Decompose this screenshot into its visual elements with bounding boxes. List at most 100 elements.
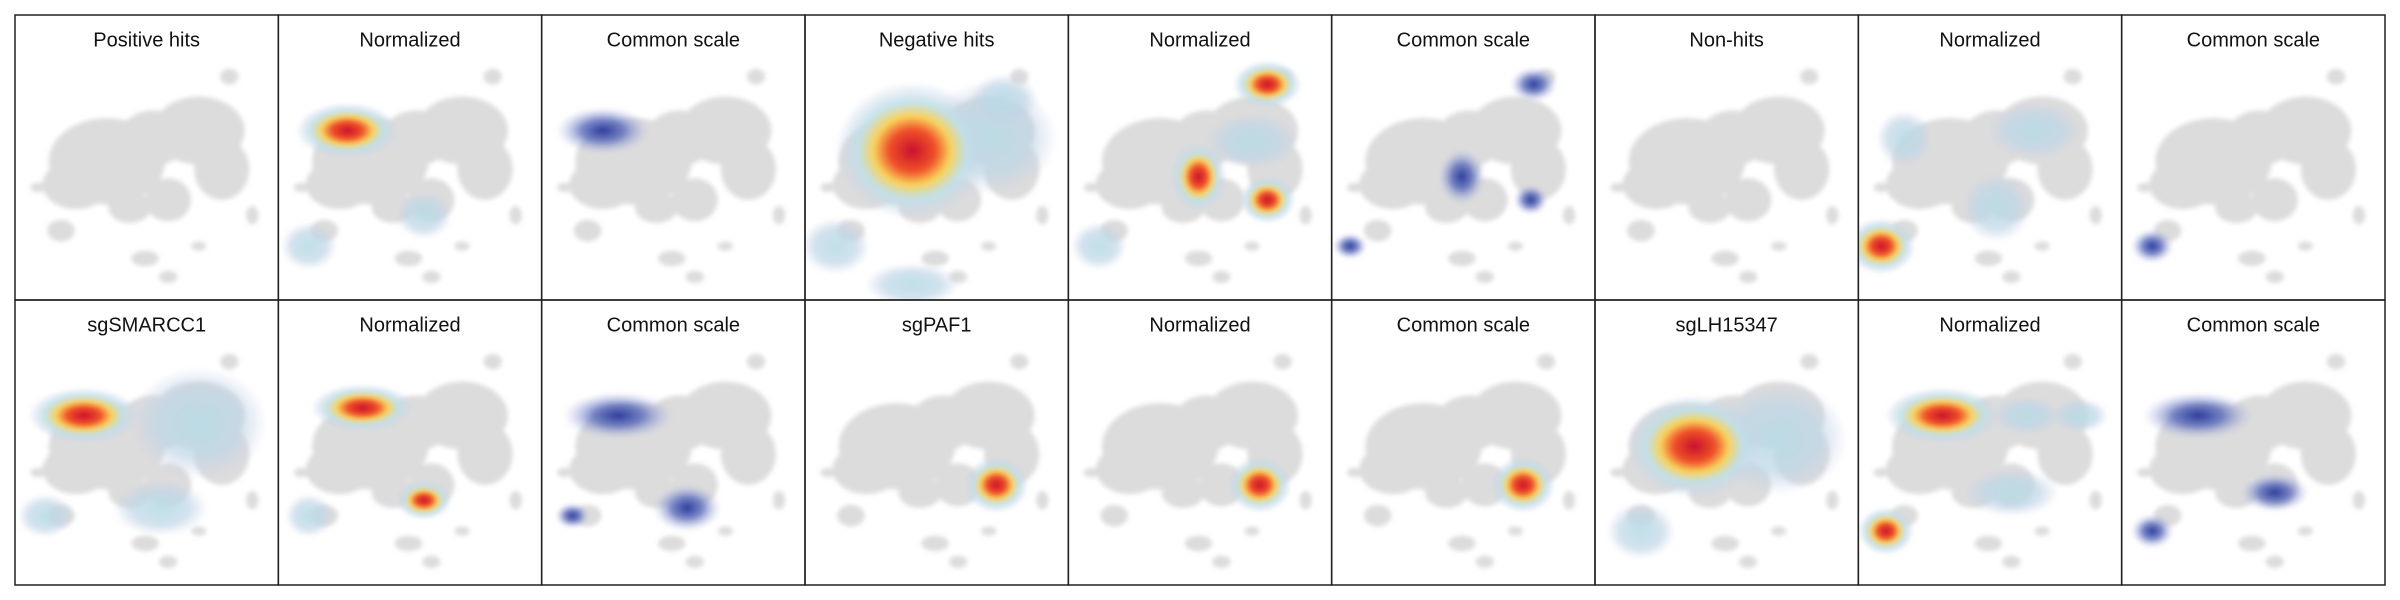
panel-title: Common scale [1397, 314, 1530, 336]
panel-border [2120, 299, 2386, 586]
density-spot [562, 391, 674, 440]
density-plot [2130, 69, 2365, 283]
panel-title: sgPAF1 [902, 314, 972, 336]
panel: sgPAF1 [804, 299, 1070, 586]
panel: sgLH15347 [1594, 299, 1860, 586]
panel-title: Normalized [1939, 29, 2040, 51]
density-spot [1204, 113, 1300, 170]
density-spot [1876, 110, 1933, 167]
embedding [805, 69, 1058, 300]
panel-title: Common scale [1397, 29, 1530, 51]
density-spot [1170, 142, 1227, 212]
density-spot [1987, 102, 2082, 159]
density-plot [1332, 67, 1575, 283]
density-spot [281, 222, 337, 270]
density-spot [17, 494, 74, 538]
density-spot [1992, 396, 2062, 435]
density-plot [1606, 354, 1848, 568]
embedding [1610, 69, 1838, 283]
umap-shape [294, 354, 522, 568]
density-spot [295, 102, 399, 159]
panel-title: Common scale [2187, 29, 2320, 51]
panel: Common scale [1330, 14, 1596, 301]
density-plot [1858, 69, 2102, 283]
embedding [1347, 354, 1575, 568]
density-plot [281, 69, 522, 283]
embedding [1084, 354, 1312, 568]
density-spot [1490, 456, 1556, 513]
density-spot [835, 81, 990, 220]
density-plot [820, 354, 1048, 568]
embedding [17, 354, 268, 568]
umap-shape [1610, 69, 1838, 283]
umap-shape [1347, 354, 1575, 568]
panel: Normalized [1067, 14, 1333, 301]
density-spot [1961, 173, 2031, 243]
panel: Common scale [540, 299, 806, 586]
embedding [820, 354, 1048, 568]
density-plot [1610, 69, 1838, 283]
density-spot [311, 384, 414, 432]
density-spot [2130, 513, 2174, 549]
panel: Common scale [2120, 299, 2386, 586]
panel-title: sgSMARCC1 [87, 314, 206, 336]
density-spot [1625, 394, 1764, 499]
umap-shape [557, 354, 785, 568]
embedding [1858, 354, 2109, 568]
density-plot [555, 354, 785, 568]
panel: Common scale [1330, 299, 1596, 586]
embedding [1071, 60, 1312, 283]
density-spot [1964, 468, 2059, 517]
density-spot [1606, 503, 1676, 560]
umap-shape [820, 354, 1048, 568]
embedding [1332, 67, 1575, 283]
panel-title: sgLH15347 [1676, 314, 1778, 336]
density-plot [17, 354, 268, 568]
panel-title: Normalized [359, 314, 460, 336]
density-plot [1071, 60, 1312, 283]
density-plot [285, 354, 521, 568]
panel-title: Negative hits [879, 29, 995, 51]
density-spot [1233, 60, 1302, 109]
embedding [281, 69, 522, 283]
density-spot [1332, 233, 1368, 260]
density-spot [865, 263, 960, 300]
panel: Normalized [277, 14, 543, 301]
panel: sgSMARCC1 [14, 299, 280, 586]
density-plot [2130, 354, 2365, 568]
embedding [555, 69, 785, 283]
density-spot [1858, 218, 1916, 275]
panel: Negative hits [804, 14, 1070, 301]
density-spot [1071, 222, 1127, 270]
panel: Positive hits [14, 14, 280, 301]
density-spot [969, 73, 1039, 126]
density-plot [1858, 354, 2109, 568]
density-spot [1438, 148, 1486, 205]
density-spot [285, 494, 333, 538]
panel-title: Common scale [607, 314, 740, 336]
density-spot [964, 456, 1029, 513]
density-spot [1227, 456, 1292, 513]
density-spot [1858, 507, 1914, 555]
umap-shape [30, 69, 258, 283]
density-spot [113, 479, 208, 537]
density-spot [395, 480, 452, 520]
embedding [555, 354, 785, 568]
density-spot [2240, 473, 2310, 512]
umap-shape [1084, 354, 1312, 568]
embedding [1606, 354, 1848, 568]
panel-title: Normalized [359, 29, 460, 51]
embedding [30, 69, 258, 283]
panel-title: Common scale [607, 29, 740, 51]
density-spot [1884, 387, 2001, 444]
density-spot [1510, 67, 1558, 102]
density-spot [2052, 398, 2109, 433]
panel-title: Normalized [1149, 29, 1250, 51]
panel: Common scale [2120, 14, 2386, 301]
density-plot [1084, 354, 1312, 568]
density-spot [1513, 184, 1548, 215]
umap-shape [557, 69, 785, 283]
panel: Normalized [1067, 299, 1333, 586]
